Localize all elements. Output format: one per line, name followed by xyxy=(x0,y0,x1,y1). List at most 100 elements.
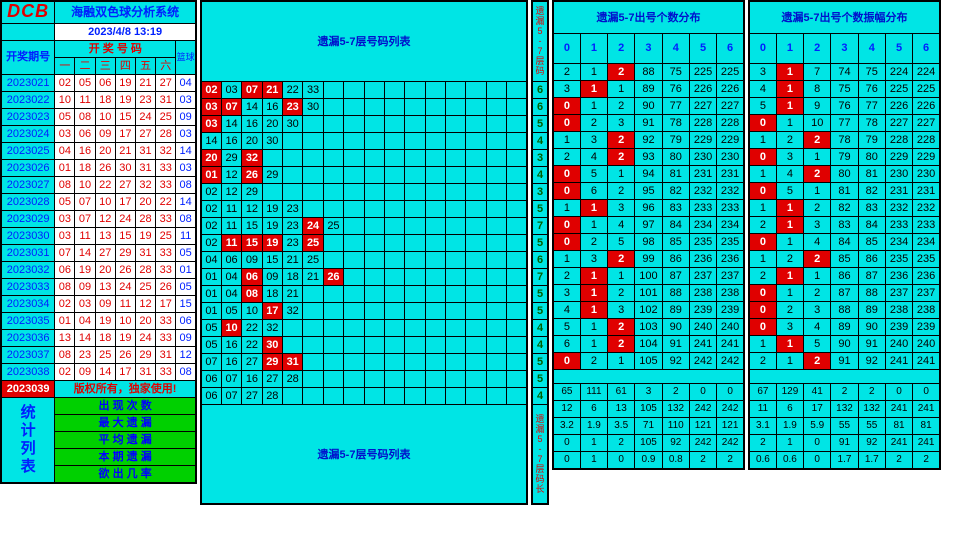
rb-6-6: 230 xyxy=(913,165,940,182)
vlabel-top: 遗漏5-7层码 xyxy=(532,1,548,81)
mid-1-0: 03 xyxy=(201,98,221,115)
period-11[interactable]: 2023032 xyxy=(1,261,55,278)
vcol-17: 5 xyxy=(532,370,548,387)
red-16-2: 25 xyxy=(95,346,115,363)
rb-col-2[interactable]: 2 xyxy=(804,33,831,63)
mid-9-4: 23 xyxy=(283,234,303,251)
period-15[interactable]: 2023036 xyxy=(1,329,55,346)
red-16-4: 29 xyxy=(135,346,155,363)
mid-15-2: 22 xyxy=(242,336,262,353)
red-16-5: 31 xyxy=(156,346,176,363)
period-8[interactable]: 2023029 xyxy=(1,210,55,227)
mid-e-0-6 xyxy=(323,81,343,98)
ra-col-3[interactable]: 3 xyxy=(635,33,662,63)
mid-4-0: 20 xyxy=(201,149,221,166)
period-7[interactable]: 2023028 xyxy=(1,193,55,210)
ra-7-6: 232 xyxy=(717,182,744,199)
blue-13: 15 xyxy=(176,295,196,312)
period-5[interactable]: 2023026 xyxy=(1,159,55,176)
rb-col-6[interactable]: 6 xyxy=(913,33,940,63)
mid-e-14-10 xyxy=(405,319,425,336)
mid-e-2-14 xyxy=(486,115,506,132)
ra-col-0[interactable]: 0 xyxy=(553,33,580,63)
period-1[interactable]: 2023022 xyxy=(1,91,55,108)
mid-6-1: 12 xyxy=(221,183,241,200)
rb-15-6: 239 xyxy=(913,318,940,335)
mid-e-14-14 xyxy=(486,319,506,336)
mid-16-3: 29 xyxy=(262,353,282,370)
mid-e-18-13 xyxy=(466,387,486,404)
period-16[interactable]: 2023037 xyxy=(1,346,55,363)
mid-e-0-7 xyxy=(344,81,364,98)
blue-14: 06 xyxy=(176,312,196,329)
rb-s-4-4: 1.7 xyxy=(858,451,885,469)
ra-15-4: 90 xyxy=(662,318,689,335)
rb-s-2-2: 5.9 xyxy=(804,417,831,434)
mid-e-4-12 xyxy=(446,149,466,166)
ra-col-1[interactable]: 1 xyxy=(580,33,607,63)
period-4[interactable]: 2023025 xyxy=(1,142,55,159)
mid-e-8-13 xyxy=(466,217,486,234)
period-9[interactable]: 2023030 xyxy=(1,227,55,244)
red-1-1: 11 xyxy=(75,91,95,108)
ra-col-2[interactable]: 2 xyxy=(608,33,635,63)
rb-s-4-1: 0.6 xyxy=(776,451,803,469)
ra-s-4-6: 2 xyxy=(717,451,744,469)
rb-16-5: 240 xyxy=(885,335,912,352)
red-17-3: 17 xyxy=(115,363,135,380)
red-1-2: 18 xyxy=(95,91,115,108)
ra-col-5[interactable]: 5 xyxy=(689,33,716,63)
period-2[interactable]: 2023023 xyxy=(1,108,55,125)
rb-col-5[interactable]: 5 xyxy=(885,33,912,63)
mid-e-4-7 xyxy=(344,149,364,166)
mid-e-5-8 xyxy=(364,166,384,183)
mid-6-2: 29 xyxy=(242,183,262,200)
period-13[interactable]: 2023034 xyxy=(1,295,55,312)
ra-col-4[interactable]: 4 xyxy=(662,33,689,63)
mid-e-7-9 xyxy=(384,200,404,217)
ra-16-1: 1 xyxy=(580,335,607,352)
mid-10-2: 09 xyxy=(242,251,262,268)
mid-e-12-15 xyxy=(507,285,527,302)
red-1-3: 19 xyxy=(115,91,135,108)
mid-e-7-5 xyxy=(303,200,323,217)
rb-col-0[interactable]: 0 xyxy=(749,33,776,63)
mid-e-10-13 xyxy=(466,251,486,268)
mid-e-16-14 xyxy=(486,353,506,370)
rb-col-1[interactable]: 1 xyxy=(776,33,803,63)
rb-6-4: 81 xyxy=(858,165,885,182)
ra-s-3-2: 2 xyxy=(608,434,635,451)
ra-s-1-3: 105 xyxy=(635,400,662,417)
red-0-0: 02 xyxy=(55,74,75,91)
ra-s-0-3: 3 xyxy=(635,383,662,400)
period-0[interactable]: 2023021 xyxy=(1,74,55,91)
ra-11-2: 2 xyxy=(608,250,635,267)
mid-e-3-15 xyxy=(507,132,527,149)
ra-col-6[interactable]: 6 xyxy=(717,33,744,63)
period-14[interactable]: 2023035 xyxy=(1,312,55,329)
period-next[interactable]: 2023039 xyxy=(1,380,55,397)
mid-11-5: 21 xyxy=(303,268,323,285)
blue-8: 08 xyxy=(176,210,196,227)
rb-0-1: 1 xyxy=(776,63,803,80)
period-12[interactable]: 2023033 xyxy=(1,278,55,295)
rb-12-3: 86 xyxy=(831,267,858,284)
mid-18-3: 28 xyxy=(262,387,282,404)
mid-e-4-4 xyxy=(283,149,303,166)
mid-2-2: 16 xyxy=(242,115,262,132)
red-4-2: 20 xyxy=(95,142,115,159)
period-3[interactable]: 2023024 xyxy=(1,125,55,142)
period-17[interactable]: 2023038 xyxy=(1,363,55,380)
red-11-4: 28 xyxy=(135,261,155,278)
blue-5: 03 xyxy=(176,159,196,176)
period-10[interactable]: 2023031 xyxy=(1,244,55,261)
rb-col-4[interactable]: 4 xyxy=(858,33,885,63)
rb-s-1-1: 6 xyxy=(776,400,803,417)
red-7-5: 22 xyxy=(156,193,176,210)
rb-2-5: 226 xyxy=(885,97,912,114)
blue-7: 14 xyxy=(176,193,196,210)
period-6[interactable]: 2023027 xyxy=(1,176,55,193)
rb-s-2-3: 55 xyxy=(831,417,858,434)
rb-col-3[interactable]: 3 xyxy=(831,33,858,63)
ra-10-5: 235 xyxy=(689,233,716,250)
